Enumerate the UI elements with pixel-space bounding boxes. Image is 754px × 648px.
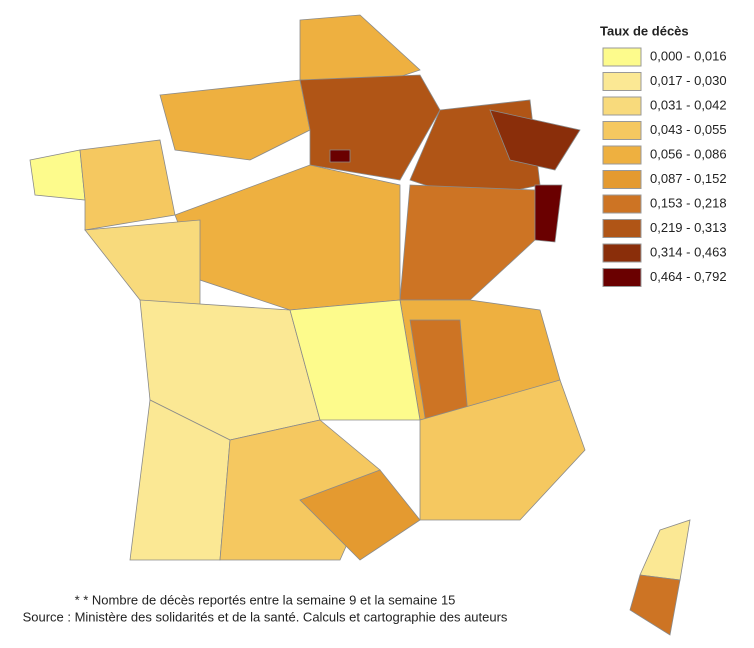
region (399, 184, 536, 301)
legend-title: Taux de décès (600, 23, 689, 38)
legend-label: 0,017 - 0,030 (650, 73, 727, 88)
legend-swatch (602, 170, 642, 189)
legend-swatch (602, 121, 642, 140)
footnote: * * Nombre de décès reportés entre la se… (75, 592, 456, 607)
region (159, 79, 311, 161)
region (419, 379, 586, 521)
region (639, 519, 691, 581)
region (629, 574, 681, 636)
region (299, 14, 421, 81)
legend-label: 0,056 - 0,086 (650, 146, 727, 161)
region (489, 109, 581, 171)
legend-swatch (602, 72, 642, 91)
legend-label: 0,314 - 0,463 (650, 244, 727, 259)
legend-swatch (602, 145, 642, 165)
legend-label: 0,000 - 0,016 (650, 48, 727, 63)
legend-swatch (602, 219, 642, 238)
source: Source : Ministère des solidarités et de… (23, 609, 508, 624)
legend-label: 0,043 - 0,055 (650, 122, 727, 137)
legend-swatch (602, 194, 642, 214)
legend-label: 0,087 - 0,152 (650, 171, 727, 186)
legend-label: 0,464 - 0,792 (650, 269, 727, 284)
legend-swatch (602, 243, 642, 263)
legend-label: 0,153 - 0,218 (650, 195, 727, 210)
region (329, 149, 351, 163)
legend-swatch (602, 96, 642, 116)
region (174, 164, 401, 311)
legend-label: 0,031 - 0,042 (650, 97, 727, 112)
legend-swatch (602, 268, 642, 287)
region (534, 184, 563, 243)
region (29, 149, 86, 201)
region (79, 139, 176, 231)
legend-swatch (602, 47, 642, 67)
legend-label: 0,219 - 0,313 (650, 220, 727, 235)
